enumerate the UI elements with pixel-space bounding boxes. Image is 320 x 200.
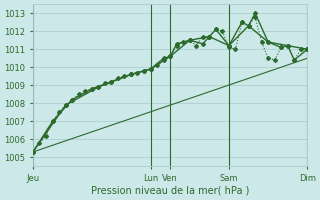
X-axis label: Pression niveau de la mer( hPa ): Pression niveau de la mer( hPa ): [91, 186, 249, 196]
